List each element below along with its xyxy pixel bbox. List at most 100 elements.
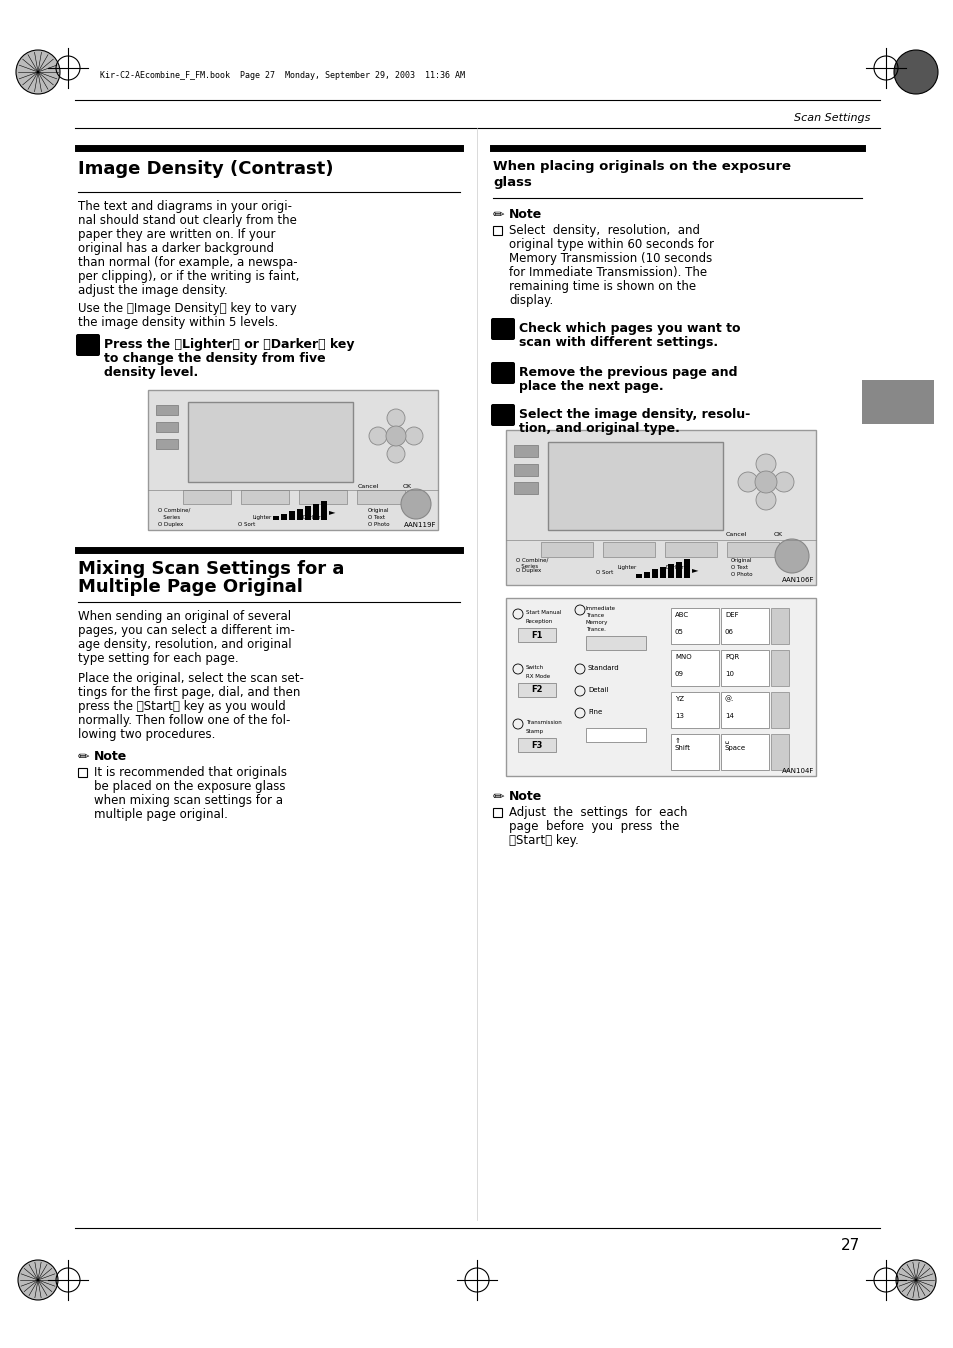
Text: scan with different settings.: scan with different settings. xyxy=(518,336,718,349)
Bar xyxy=(517,683,556,697)
Bar xyxy=(493,807,501,817)
Bar xyxy=(320,501,327,520)
Text: original type within 60 seconds for: original type within 60 seconds for xyxy=(509,239,713,251)
Circle shape xyxy=(738,472,758,492)
Bar xyxy=(540,542,593,557)
Bar xyxy=(514,464,537,476)
Bar xyxy=(670,608,719,644)
Bar xyxy=(670,692,719,728)
Bar xyxy=(517,628,556,642)
Text: O Photo: O Photo xyxy=(368,522,389,527)
Circle shape xyxy=(755,454,775,474)
Circle shape xyxy=(405,427,422,445)
Bar xyxy=(659,566,665,578)
Text: Lighter: Lighter xyxy=(618,565,637,570)
Text: RX Mode: RX Mode xyxy=(525,674,550,679)
Text: Note: Note xyxy=(94,749,127,763)
Text: display.: display. xyxy=(509,294,553,307)
Circle shape xyxy=(773,472,793,492)
Text: to change the density from five: to change the density from five xyxy=(104,352,325,365)
Text: O Combine/: O Combine/ xyxy=(158,508,191,514)
Bar xyxy=(664,542,717,557)
Text: Press the 【Lighter】 or 【Darker】 key: Press the 【Lighter】 or 【Darker】 key xyxy=(104,338,355,350)
Text: Detail: Detail xyxy=(587,687,608,693)
Text: multiple page original.: multiple page original. xyxy=(94,807,228,821)
Text: Use the 【Image Density】 key to vary: Use the 【Image Density】 key to vary xyxy=(78,302,296,315)
Text: 3: 3 xyxy=(497,408,507,422)
Text: normally. Then follow one of the fol-: normally. Then follow one of the fol- xyxy=(78,714,290,727)
Circle shape xyxy=(895,1260,935,1299)
Bar xyxy=(651,569,658,578)
Text: 13: 13 xyxy=(675,713,683,718)
Text: Switch: Switch xyxy=(525,665,543,670)
Circle shape xyxy=(893,50,937,94)
Text: F2: F2 xyxy=(531,686,542,694)
Text: O Text: O Text xyxy=(368,515,385,520)
Text: Memory Transmission (10 seconds: Memory Transmission (10 seconds xyxy=(509,252,712,266)
Text: Series: Series xyxy=(516,563,537,569)
Text: Series: Series xyxy=(158,515,180,520)
Bar xyxy=(156,439,178,449)
Text: Kir-C2-AEcombine_F_FM.book  Page 27  Monday, September 29, 2003  11:36 AM: Kir-C2-AEcombine_F_FM.book Page 27 Monda… xyxy=(100,70,464,80)
Text: tion, and original type.: tion, and original type. xyxy=(518,422,679,435)
Text: F3: F3 xyxy=(531,740,542,749)
Bar xyxy=(505,430,815,585)
Text: Cancel: Cancel xyxy=(725,532,746,537)
Text: The text and diagrams in your origi-: The text and diagrams in your origi- xyxy=(78,200,292,213)
Bar xyxy=(298,491,347,504)
Text: O Duplex: O Duplex xyxy=(158,522,183,527)
Bar xyxy=(770,735,788,770)
Circle shape xyxy=(400,489,431,519)
Bar xyxy=(770,692,788,728)
Text: Note: Note xyxy=(509,208,541,221)
Text: AAN119F: AAN119F xyxy=(403,522,436,528)
Text: O Sort: O Sort xyxy=(237,522,255,527)
Text: Standard: Standard xyxy=(587,665,619,671)
Text: Trance.: Trance. xyxy=(585,627,605,632)
Text: When placing originals on the exposure: When placing originals on the exposure xyxy=(493,160,790,173)
Text: Remove the previous page and: Remove the previous page and xyxy=(518,367,737,379)
Circle shape xyxy=(18,1260,58,1299)
Bar xyxy=(683,559,689,578)
Text: type setting for each page.: type setting for each page. xyxy=(78,652,238,665)
Bar xyxy=(183,491,231,504)
Text: Stamp: Stamp xyxy=(525,729,543,735)
Bar xyxy=(670,650,719,686)
Text: density level.: density level. xyxy=(104,367,198,379)
Bar xyxy=(667,563,673,578)
Text: than normal (for example, a newspa-: than normal (for example, a newspa- xyxy=(78,256,297,270)
Bar xyxy=(770,650,788,686)
Text: O Combine/: O Combine/ xyxy=(516,558,548,563)
Circle shape xyxy=(387,445,405,462)
Text: O Photo: O Photo xyxy=(730,572,752,577)
Text: nal should stand out clearly from the: nal should stand out clearly from the xyxy=(78,214,296,226)
Text: Fine: Fine xyxy=(587,709,601,714)
Text: MNO: MNO xyxy=(675,654,691,661)
Text: Image Density (Contrast): Image Density (Contrast) xyxy=(78,160,334,178)
Bar xyxy=(281,514,287,520)
Bar xyxy=(517,737,556,752)
Text: Reception: Reception xyxy=(525,619,553,624)
Text: Darker: Darker xyxy=(303,515,321,520)
Text: DEF: DEF xyxy=(724,612,738,617)
Bar xyxy=(720,650,768,686)
Text: for Immediate Transmission). The: for Immediate Transmission). The xyxy=(509,266,706,279)
Text: When sending an original of several: When sending an original of several xyxy=(78,611,291,623)
Bar xyxy=(505,599,815,776)
Text: lowing two procedures.: lowing two procedures. xyxy=(78,728,215,741)
Bar xyxy=(514,445,537,457)
FancyBboxPatch shape xyxy=(76,334,100,356)
Bar xyxy=(720,735,768,770)
Text: 09: 09 xyxy=(675,671,683,677)
Bar xyxy=(720,608,768,644)
Text: AAN104F: AAN104F xyxy=(781,768,813,774)
Text: when mixing scan settings for a: when mixing scan settings for a xyxy=(94,794,283,807)
FancyBboxPatch shape xyxy=(491,363,515,384)
Bar xyxy=(156,422,178,431)
Bar xyxy=(720,692,768,728)
Text: ►: ► xyxy=(329,507,335,516)
Bar xyxy=(148,390,437,530)
Text: 1: 1 xyxy=(497,322,507,336)
Text: Immediate: Immediate xyxy=(585,607,616,611)
Bar xyxy=(643,572,649,578)
